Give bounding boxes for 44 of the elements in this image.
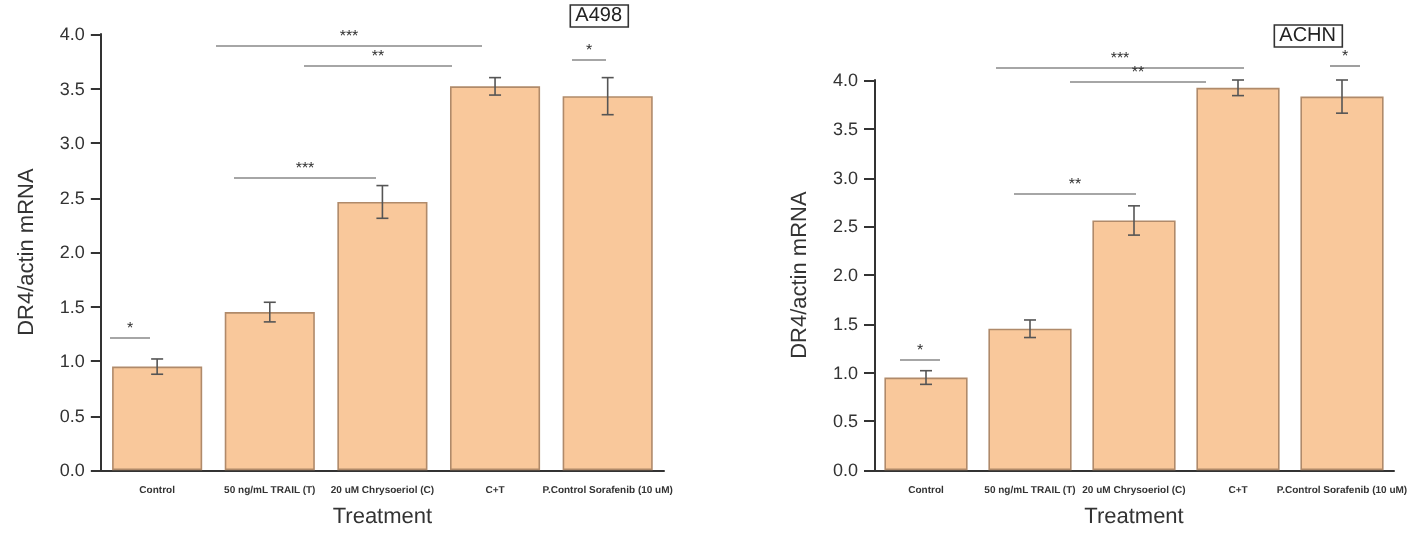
annotation: ** xyxy=(1131,63,1145,81)
bar xyxy=(449,86,541,471)
bar xyxy=(337,201,428,471)
annotation: * xyxy=(126,319,134,337)
y-tick-label: 0.0 xyxy=(832,460,858,481)
bar xyxy=(1300,96,1384,471)
y-tick-label: 3.5 xyxy=(59,78,85,99)
x-axis-title: Treatment xyxy=(332,505,433,529)
y-tick-label: 2.5 xyxy=(832,216,858,237)
bar xyxy=(112,366,203,471)
y-tick-label: 0.5 xyxy=(59,405,85,426)
y-tick-label: 1.0 xyxy=(832,362,858,383)
y-tick-label: 3.0 xyxy=(59,133,85,154)
y-tick-label: 1.0 xyxy=(59,351,85,372)
x-axis-title: Treatment xyxy=(1084,505,1184,529)
chart-title: A498 xyxy=(575,5,623,27)
bar xyxy=(1092,220,1176,471)
bar xyxy=(1196,87,1280,471)
text: * xyxy=(1341,47,1349,65)
y-tick-label: 2.5 xyxy=(59,187,85,208)
annotation: ** xyxy=(1068,175,1082,193)
bar xyxy=(562,96,653,471)
y-tick-label: 0.0 xyxy=(59,460,85,481)
annotation: * xyxy=(585,41,593,59)
y-tick-label: 3.0 xyxy=(832,167,858,188)
y-tick-label: 1.5 xyxy=(832,313,858,334)
y-tick-label: 4.0 xyxy=(832,70,858,90)
y-axis-title: DR4/actin mRNA xyxy=(15,167,39,336)
bar xyxy=(884,377,968,471)
annotation: * xyxy=(916,341,924,359)
annotation: *** xyxy=(295,159,315,177)
text: *** xyxy=(1110,49,1130,67)
chart-title: ACHN xyxy=(1279,25,1337,47)
y-tick-label: 1.5 xyxy=(59,296,85,317)
y-axis-title: DR4/actin mRNA xyxy=(788,190,813,359)
annotation: ** xyxy=(371,47,385,65)
y-tick-label: 2.0 xyxy=(832,265,858,286)
annotation: *** xyxy=(339,27,359,45)
y-tick-label: 3.5 xyxy=(832,118,858,139)
y-tick-label: 0.5 xyxy=(832,411,858,432)
bar xyxy=(988,328,1072,471)
bar xyxy=(224,312,315,471)
y-tick-label: 4.0 xyxy=(59,24,85,44)
y-tick-label: 2.0 xyxy=(59,242,85,263)
